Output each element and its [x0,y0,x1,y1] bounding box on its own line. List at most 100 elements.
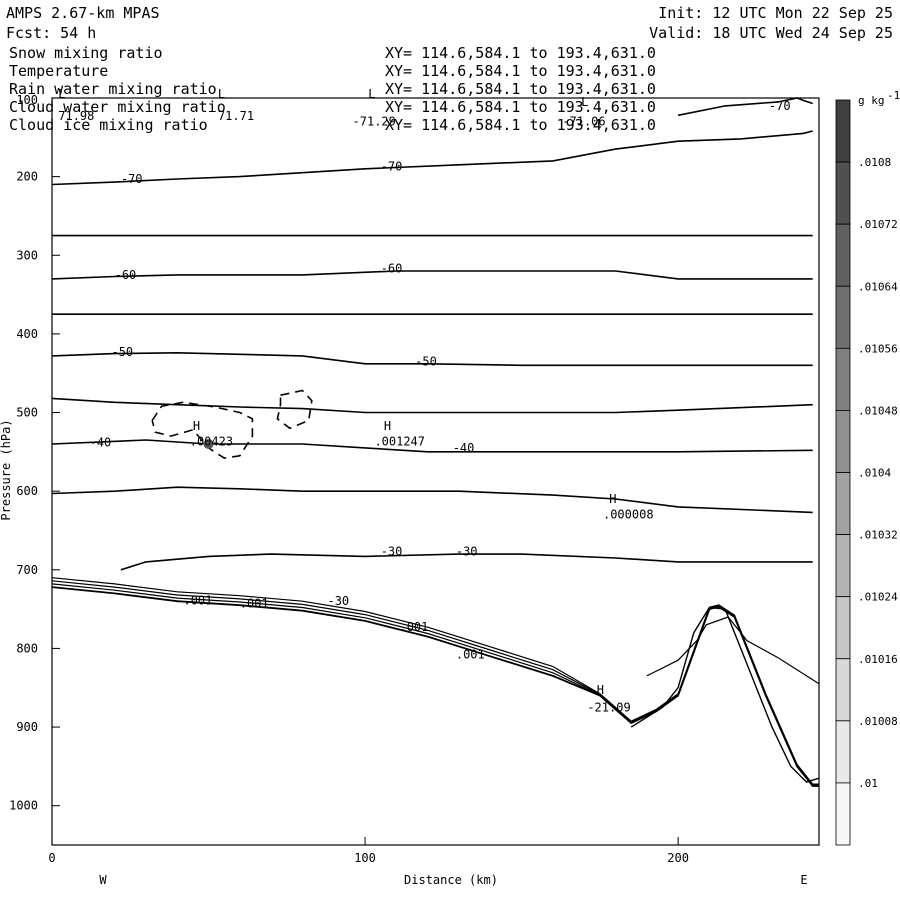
contour-label: -70 [121,172,143,186]
colorbar-swatch [835,99,851,163]
colorbar-swatch [835,596,851,660]
y-tick-label: 200 [16,170,38,184]
contour-label: .001 [456,648,485,662]
east-label: E [800,873,807,887]
model-title: AMPS 2.67-km MPAS [6,4,160,22]
y-axis-label: Pressure (hPa) [0,419,13,520]
colorbar-swatch [835,285,851,349]
contour-label: -71.29 [353,115,396,129]
colorbar-level: .01056 [858,342,898,355]
y-tick-label: 500 [16,406,38,420]
terrain-line [630,606,820,783]
colorbar-unit: g kg [858,94,885,107]
colorbar-level: .01008 [858,715,898,728]
y-tick-label: 400 [16,327,38,341]
y-tick-label: 300 [16,248,38,262]
colorbar-swatch [835,534,851,598]
plot-frame [51,97,820,846]
y-tick-label: 100 [16,93,38,107]
contour-label: .000008 [603,508,654,522]
colorbar-swatch [835,720,851,784]
y-tick-label: 1000 [9,799,38,813]
y-tick-label: 600 [16,484,38,498]
contour-label: .001 [399,620,428,634]
terrain-profile [51,577,820,787]
colorbar-level: .01016 [858,653,898,666]
colorbar-level: .0104 [858,467,891,480]
contour-label: -71.06 [562,115,605,129]
x-tick-label: 100 [354,851,376,865]
legend-field-xy: XY= 114.6,584.1 to 193.4,631.0 [385,98,656,116]
temperature-contours [51,97,813,571]
colorbar-swatch [835,410,851,473]
terrain-line [51,577,819,785]
colorbar-level: .01048 [858,404,898,417]
colorbar-unit-exponent: -1 [887,89,900,102]
y-tick-label: 900 [16,720,38,734]
west-label: W [99,873,107,887]
contour-label: 71.98 [58,109,94,123]
contour-label: L [218,87,225,101]
colorbar-swatch [835,223,851,287]
init-time: Init: 12 UTC Mon 22 Sep 25 [658,4,893,22]
colorbar-level: .0108 [858,156,891,169]
x-tick-label: 200 [667,851,689,865]
snow-contours [151,389,313,459]
plot-area: H .00423 H .001247 H .000008 L 71.98 L 71.71 L -71.… [9,87,820,865]
legend-field-xy: XY= 114.6,584.1 to 193.4,631.0 [385,62,656,80]
colorbar: .0108 .01072 .01064 .01056 .01048 .0104 .01032… [835,89,900,846]
snow-contour [151,401,254,459]
terrain-line [646,616,820,685]
legend-field-name: Cloud ice mixing ratio [9,116,208,134]
contour-label: -21.09 [587,700,630,714]
contour-label: -60 [381,262,403,276]
colorbar-swatch [835,782,851,846]
colorbar-swatch [835,161,851,225]
rain-maximum-marker [203,438,214,449]
colorbar-level: .01024 [858,591,898,604]
contour-label: L [368,87,375,101]
colorbar-swatch [835,472,851,535]
colorbar-level: .01032 [858,529,898,542]
contour-label: -30 [327,594,349,608]
temperature-contour [51,270,813,280]
temperature-contour [51,397,813,414]
field-legend: Snow mixing ratio XY= 114.6,584.1 to 193.… [9,44,656,134]
x-axis-label: Distance (km) [404,873,498,887]
contour-label: .001 [183,593,212,607]
contour-label: .001 [240,597,269,611]
contour-label: -30 [381,545,403,559]
legend-field-xy: XY= 114.6,584.1 to 193.4,631.0 [385,116,656,134]
contour-label: L [581,95,588,109]
terrain-line [51,580,819,786]
contour-label: -70 [769,99,791,113]
colorbar-level: .01072 [858,218,898,231]
snow-contour [276,389,313,430]
contour-label: L [58,87,65,101]
legend-field-name: Rain water mixing ratio [9,80,217,98]
colorbar-level: .01 [858,777,878,790]
temperature-contour [120,553,813,571]
colorbar-level: .01064 [858,280,898,293]
legend-field-xy: XY= 114.6,584.1 to 193.4,631.0 [385,44,656,62]
temperature-contour [51,130,813,186]
temperature-contour [51,486,813,514]
contour-label: .001247 [374,435,425,449]
contour-label: -40 [90,435,112,449]
colorbar-swatch [835,658,851,722]
contour-label: .00423 [190,435,233,449]
temperature-contour [677,97,813,117]
contour-label: H [193,419,200,433]
contour-annotations: H .00423 H .001247 H .000008 L 71.98 L 71.71 L -71.… [58,87,790,714]
legend-field-name: Cloud water mixing ratio [9,98,226,116]
valid-time: Valid: 18 UTC Wed 24 Sep 25 [649,24,893,42]
temperature-contour [51,439,813,453]
contour-label: -60 [115,268,137,282]
y-tick-label: 800 [16,641,38,655]
forecast-hour: Fcst: 54 h [6,24,96,42]
colorbar-swatch [835,347,851,411]
contour-label: H [384,419,391,433]
contour-label: H [597,683,604,697]
